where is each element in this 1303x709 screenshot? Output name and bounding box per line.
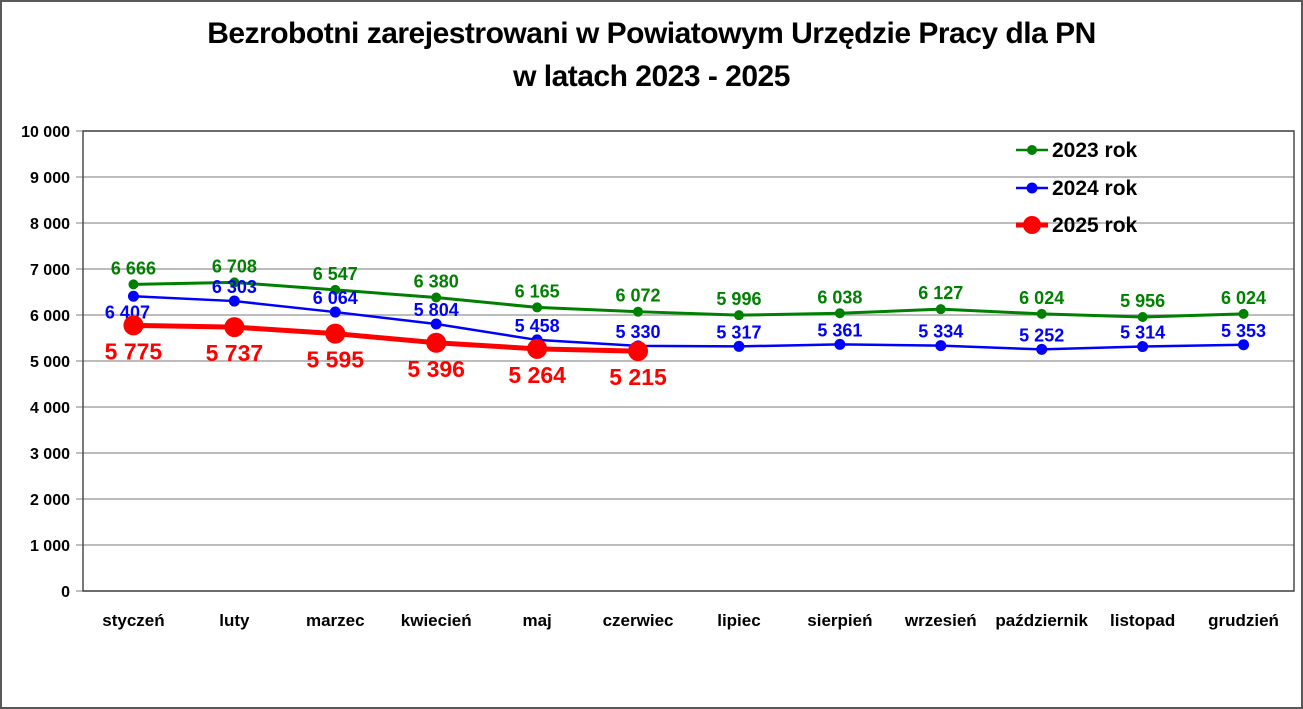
data-point-marker [229, 277, 240, 288]
y-axis-tick-label: 0 [61, 584, 70, 601]
data-label: 6 064 [313, 288, 358, 308]
series-line-2023-rok [131, 280, 1246, 319]
chart-title-line-1: Bezrobotni zarejestrowani w Powiatowym U… [207, 17, 1096, 50]
x-axis-label: grudzień [1208, 611, 1279, 630]
data-point-marker [834, 308, 845, 319]
data-label: 6 708 [212, 256, 257, 276]
data-label: 5 804 [414, 300, 459, 320]
x-axis-label: sierpień [807, 611, 872, 630]
data-point-marker [228, 295, 240, 307]
data-point-marker [1238, 308, 1249, 319]
data-label: 6 165 [515, 281, 560, 301]
x-axis-label: listopad [1110, 611, 1175, 630]
x-axis-label: luty [219, 611, 250, 630]
y-axis-tick-label: 9 000 [30, 170, 70, 187]
data-point-marker [430, 318, 442, 330]
data-label: 6 038 [817, 287, 862, 307]
data-point-marker [128, 279, 139, 290]
y-axis-tick-label: 8 000 [30, 216, 70, 233]
data-label: 5 996 [716, 289, 761, 309]
data-point-marker [123, 315, 144, 336]
y-axis-tick-label: 4 000 [30, 400, 70, 417]
data-point-marker [431, 292, 442, 303]
chart-title: Bezrobotni zarejestrowani w Powiatowym U… [2, 12, 1301, 98]
data-point-marker [224, 317, 245, 338]
x-axis-label: czerwiec [603, 611, 674, 630]
data-point-marker [127, 290, 139, 302]
x-axis-label: marzec [306, 611, 365, 630]
y-axis-tick-label: 7 000 [30, 262, 70, 279]
data-label: 6 547 [313, 264, 358, 284]
data-point-marker [1137, 312, 1148, 323]
data-point-marker [628, 341, 649, 362]
legend-marker-icon [1026, 182, 1038, 194]
x-axis-label: styczeń [102, 611, 164, 630]
y-axis-tick-label: 1 000 [30, 538, 70, 555]
data-point-marker [1238, 339, 1250, 351]
data-point-marker [527, 338, 548, 359]
data-label: 5 215 [609, 364, 667, 390]
series-line-2024-rok [132, 295, 1245, 351]
y-axis-tick-label: 2 000 [30, 492, 70, 509]
data-point-marker [325, 323, 346, 344]
legend-label: 2025 rok [1052, 214, 1138, 237]
data-label: 5 317 [716, 322, 761, 342]
x-axis-label: październik [995, 611, 1088, 630]
x-axis-label: maj [522, 611, 551, 630]
data-label: 5 775 [105, 338, 163, 364]
data-label: 6 303 [212, 277, 257, 297]
data-label: 5 330 [616, 322, 661, 342]
data-label: 5 595 [307, 347, 365, 373]
legend-label: 2024 rok [1052, 177, 1138, 200]
data-point-marker [733, 340, 745, 352]
plot-area-border [82, 130, 1295, 592]
data-label: 5 458 [515, 316, 560, 336]
x-axis-label: wrzesień [904, 611, 977, 630]
data-point-marker [935, 304, 946, 315]
data-point-marker [834, 338, 846, 350]
data-point-marker [935, 340, 947, 352]
data-point-marker [733, 310, 744, 321]
legend-marker-icon [1023, 216, 1041, 234]
data-label: 5 334 [918, 322, 963, 342]
x-axis-label: kwiecień [401, 611, 472, 630]
data-label: 5 264 [508, 362, 566, 388]
data-label: 5 361 [817, 320, 862, 340]
data-label: 6 666 [111, 258, 156, 278]
series-line-2025-rok [130, 322, 641, 354]
data-label: 5 737 [206, 340, 264, 366]
y-axis-tick-label: 6 000 [30, 308, 70, 325]
data-point-marker [330, 284, 341, 295]
legend-marker-icon [1027, 145, 1037, 155]
data-point-marker [532, 302, 543, 313]
data-label: 6 380 [414, 272, 459, 292]
y-axis-tick-label: 10 000 [21, 124, 70, 141]
data-point-marker [1036, 308, 1047, 319]
data-label: 5 956 [1120, 291, 1165, 311]
x-axis-label: lipiec [717, 611, 760, 630]
data-label: 6 072 [616, 286, 661, 306]
data-point-marker [1137, 341, 1149, 353]
data-point-marker [426, 332, 447, 353]
data-point-marker [633, 306, 644, 317]
y-axis-tick-label: 5 000 [30, 354, 70, 371]
data-label: 6 024 [1221, 288, 1266, 308]
data-label: 6 024 [1019, 288, 1064, 308]
data-label: 5 314 [1120, 323, 1165, 343]
legend-label: 2023 rok [1052, 139, 1138, 162]
data-label: 5 353 [1221, 321, 1266, 341]
y-axis-tick-label: 3 000 [30, 446, 70, 463]
data-label: 5 396 [407, 356, 465, 382]
data-point-marker [329, 306, 341, 318]
chart-title-line-2: w latach 2023 - 2025 [513, 60, 790, 93]
data-point-marker [1036, 343, 1048, 355]
data-label: 5 252 [1019, 325, 1064, 345]
data-label: 6 127 [918, 283, 963, 303]
